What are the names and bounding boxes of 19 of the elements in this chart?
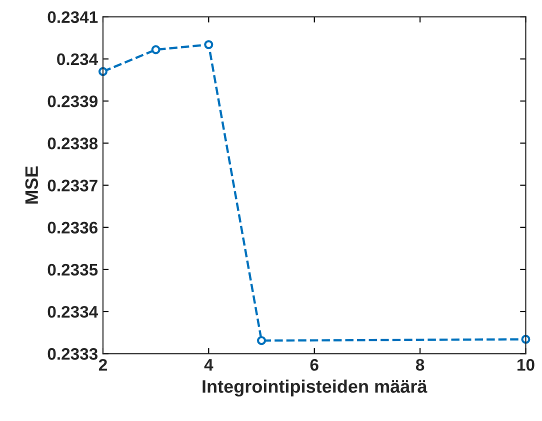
y-tick-label: 0.2337	[48, 180, 98, 192]
y-tick-label: 0.234	[57, 53, 98, 66]
y-tick-label: 0.2335	[48, 264, 98, 276]
point	[257, 336, 266, 346]
point	[204, 40, 214, 50]
x-tick-label: 8	[416, 358, 424, 371]
y-tick-label: 0.2334	[48, 306, 98, 318]
x-axis-title: Integrointipisteiden määrä	[202, 380, 428, 397]
x-tick-label: 6	[310, 358, 318, 371]
point	[151, 45, 160, 54]
y-tick-label: 0.2338	[48, 138, 98, 150]
y-tick-label: 0.2333	[48, 348, 98, 360]
y-axis-title: MSE	[25, 166, 38, 204]
x-tick-label: 2	[98, 358, 107, 371]
x-tick-label: 10	[518, 358, 534, 371]
x-tick-label: 4	[204, 359, 214, 371]
y-tick-label: 0.2339	[48, 95, 98, 108]
y-tick-label: 0.2341	[48, 11, 98, 24]
y-tick-label: 0.2336	[48, 222, 98, 234]
